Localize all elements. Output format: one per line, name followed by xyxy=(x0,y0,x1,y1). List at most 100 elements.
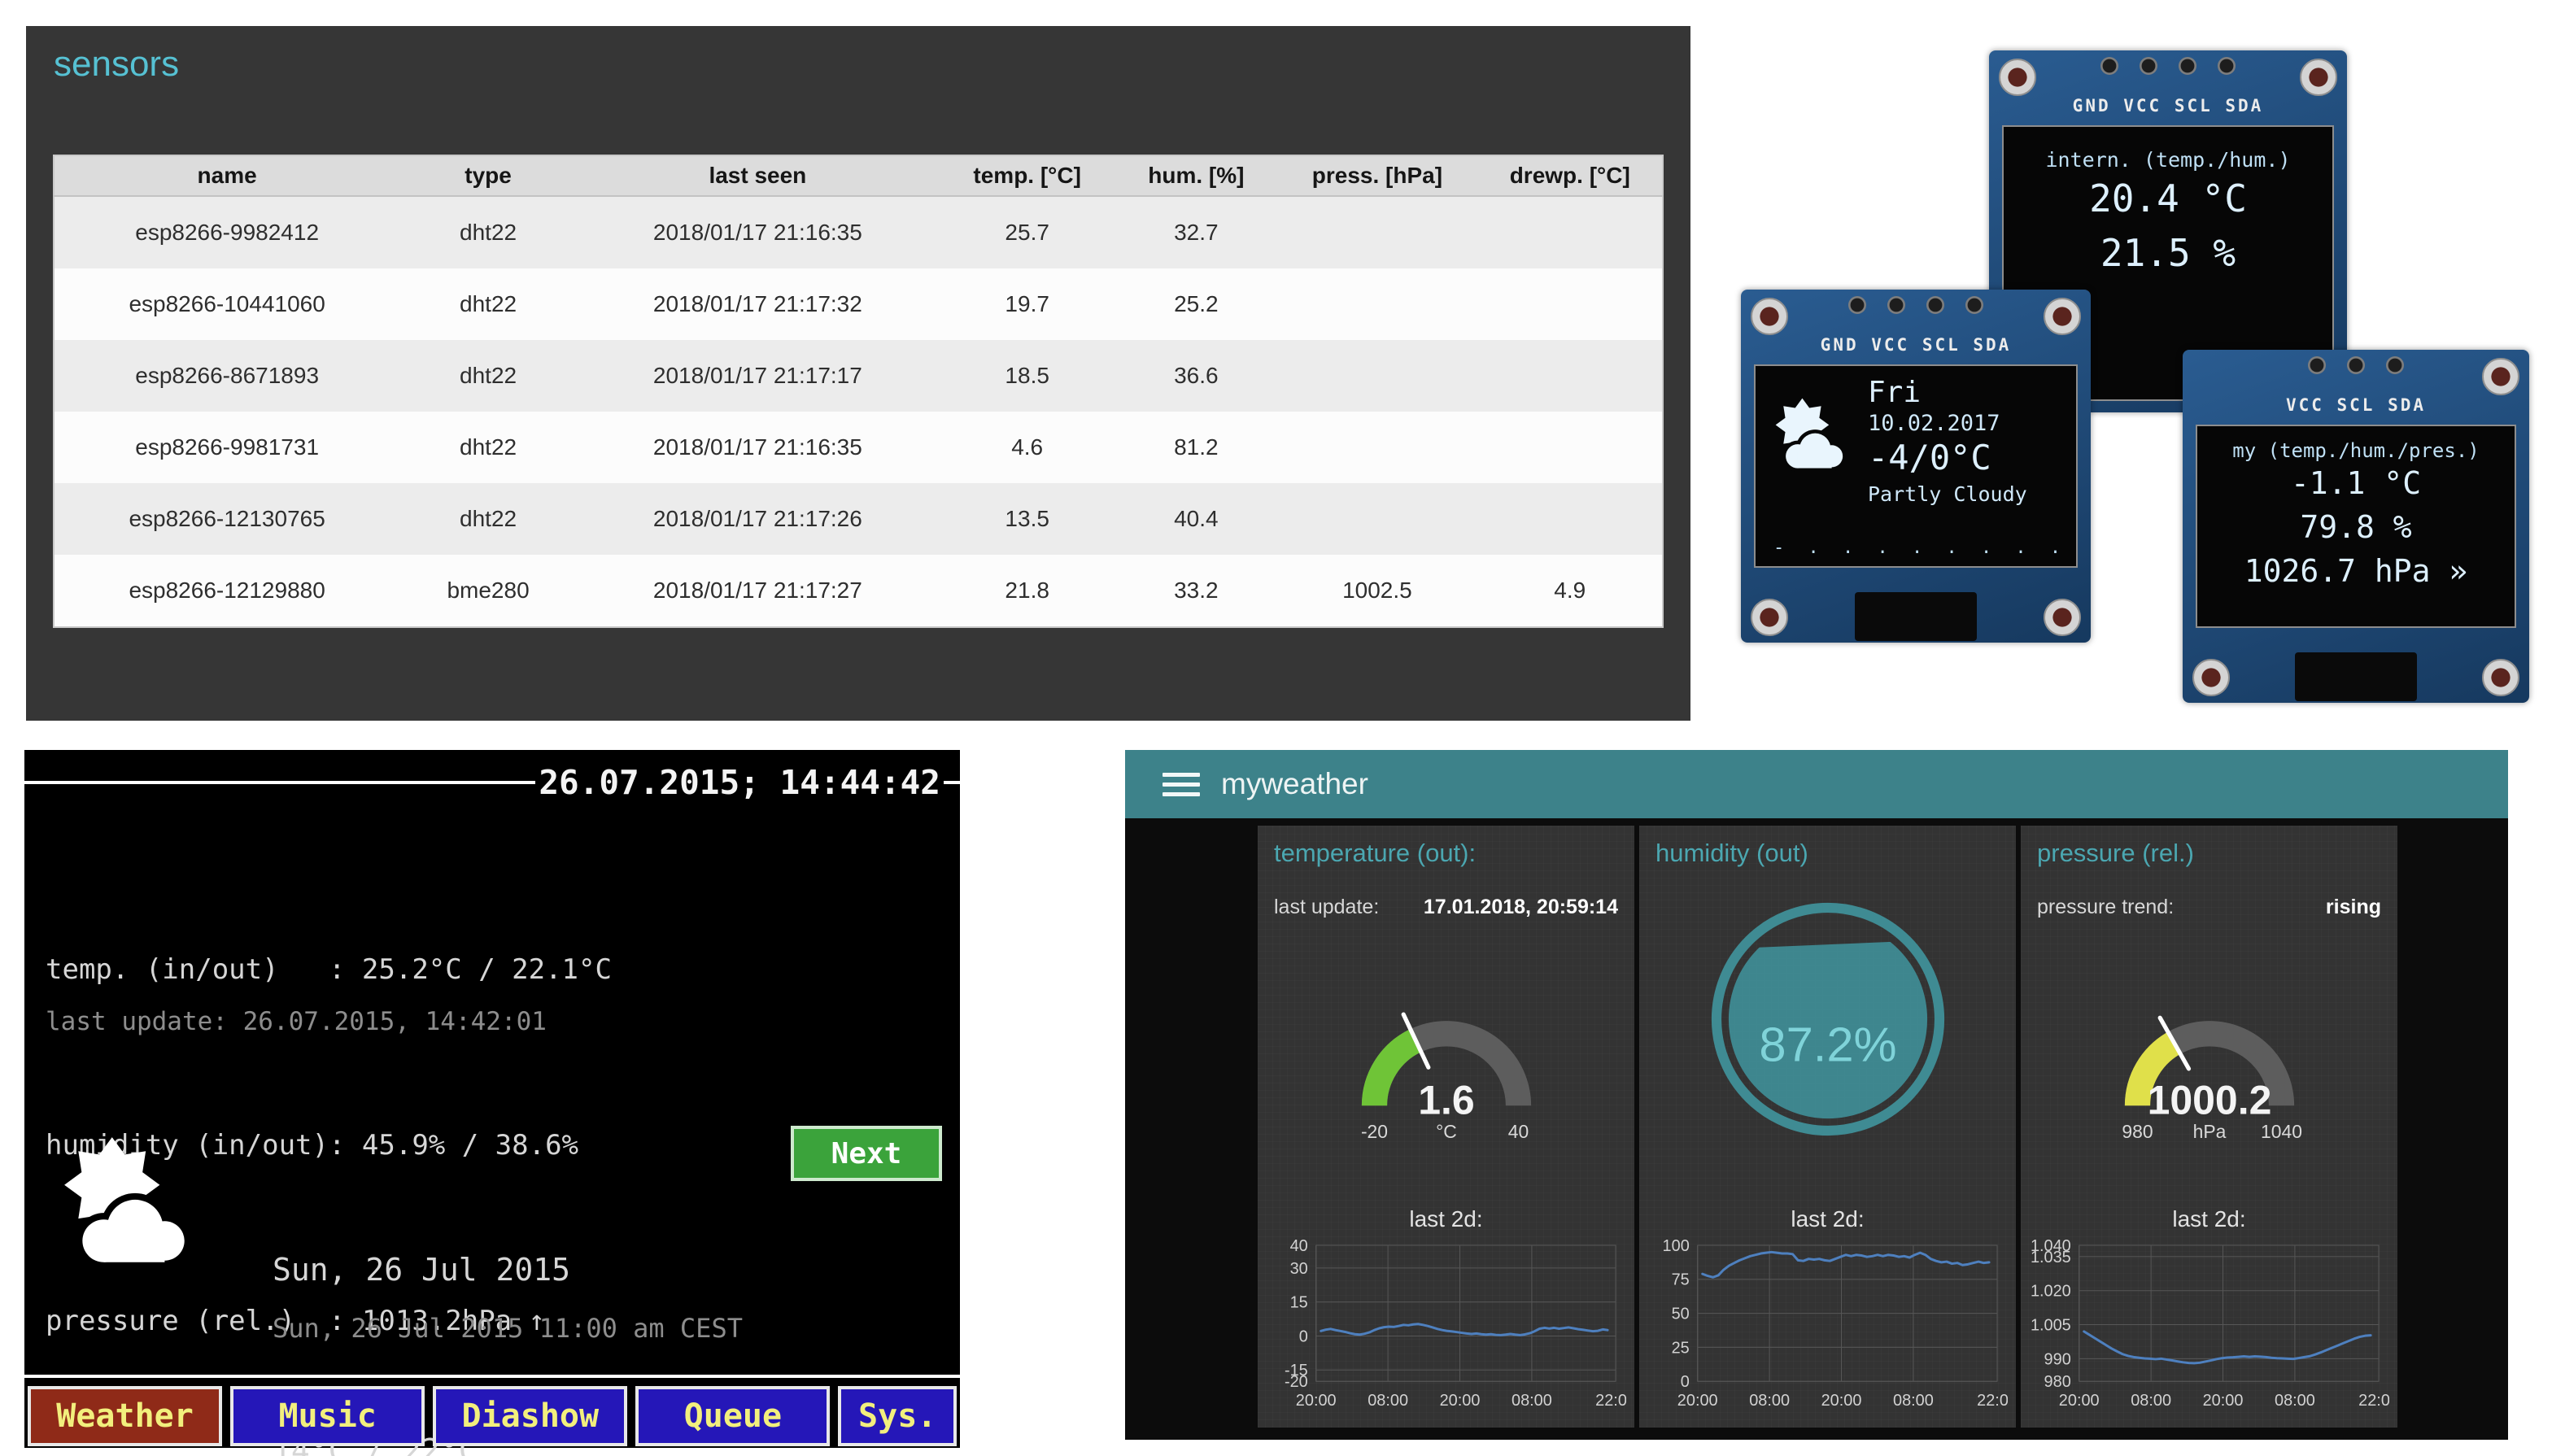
svg-text:20:00: 20:00 xyxy=(2203,1392,2244,1410)
oled-pressure-value: 1026.7 hPa » xyxy=(2244,552,2468,589)
menu-button-music[interactable]: Music xyxy=(230,1386,425,1446)
svg-text:20:00: 20:00 xyxy=(1677,1392,1718,1410)
svg-text:1.020: 1.020 xyxy=(2031,1283,2071,1301)
oled-humidity-value: 79.8 % xyxy=(2300,508,2412,545)
table-cell: dht22 xyxy=(460,506,517,531)
divider xyxy=(24,781,536,784)
svg-text:980: 980 xyxy=(2122,1121,2153,1141)
table-cell: 2018/01/17 21:16:35 xyxy=(652,220,862,245)
retro-datetime: 26.07.2015; 14:44:42 xyxy=(539,763,940,802)
svg-text:°C: °C xyxy=(1436,1121,1457,1141)
divider xyxy=(24,1375,960,1378)
table-cell: 2018/01/17 21:17:17 xyxy=(652,363,862,388)
svg-text:40: 40 xyxy=(1507,1121,1528,1141)
table-cell: esp8266-8671893 xyxy=(135,363,320,388)
oled-board-forecast: GND VCC SCL SDA Fri 10.02.2017 -4/0°C Pa… xyxy=(1741,290,2091,643)
menu-button-weather[interactable]: Weather xyxy=(28,1386,223,1446)
table-cell xyxy=(1276,268,1477,340)
svg-text:20:00: 20:00 xyxy=(2059,1392,2100,1410)
menu-button-diashow[interactable]: Diashow xyxy=(433,1386,628,1446)
last-update-label: last update: xyxy=(1274,896,1380,918)
table-cell: 13.5 xyxy=(1005,506,1049,531)
table-cell: dht22 xyxy=(460,363,517,388)
mounting-hole-icon xyxy=(2044,298,2081,335)
pin-label: VCC SCL SDA xyxy=(2285,395,2427,415)
pin-label: GND VCC SCL SDA xyxy=(2072,96,2264,116)
oled-forecast-day: Fri xyxy=(1868,376,1922,409)
temperature-panel: temperature (out): last update: 17.01.20… xyxy=(1258,826,1636,1428)
column-header: last seen xyxy=(576,155,939,197)
table-cell: 81.2 xyxy=(1174,434,1219,460)
oled-title: intern. (temp./hum.) xyxy=(2045,148,2291,172)
table-cell: esp8266-12129880 xyxy=(129,578,325,603)
table-cell: 25.7 xyxy=(1005,220,1049,245)
svg-text:08:00: 08:00 xyxy=(2275,1392,2315,1410)
oled-forecast-condition: Partly Cloudy xyxy=(1868,482,2027,506)
svg-text:50: 50 xyxy=(1672,1306,1690,1323)
svg-text:20:00: 20:00 xyxy=(1440,1392,1481,1410)
solder-pins xyxy=(1848,296,1983,314)
menu-button-queue[interactable]: Queue xyxy=(635,1386,831,1446)
svg-text:-20: -20 xyxy=(1360,1121,1387,1141)
table-row: esp8266-8671893 dht22 2018/01/17 21:17:17 1… xyxy=(54,340,1663,412)
table-cell: dht22 xyxy=(460,434,517,460)
mounting-hole-icon xyxy=(1751,298,1788,335)
table-cell xyxy=(1276,196,1477,268)
table-cell: 2018/01/17 21:16:35 xyxy=(652,434,862,460)
svg-text:25: 25 xyxy=(1672,1339,1690,1357)
solder-pins xyxy=(2100,57,2236,75)
sensors-table: name type last seen temp. [°C] hum. [%] press… xyxy=(53,155,1664,628)
solder-pins xyxy=(2308,356,2404,374)
hamburger-menu-icon[interactable] xyxy=(1163,767,1200,802)
svg-text:1.035: 1.035 xyxy=(2031,1249,2071,1266)
mounting-hole-icon xyxy=(2482,659,2519,696)
pressure-trend-label: pressure trend: xyxy=(2037,896,2175,918)
humidity-gauge: 87.2% xyxy=(1701,892,1955,1146)
retro-header: 26.07.2015; 14:44:42 xyxy=(24,763,960,802)
oled-temperature-value: -1.1 °C xyxy=(2290,465,2422,501)
dashboard-header: myweather xyxy=(1125,750,2508,818)
menu-button-sys[interactable]: Sys. xyxy=(838,1386,957,1446)
svg-text:980: 980 xyxy=(2044,1373,2071,1391)
svg-text:1.005: 1.005 xyxy=(2031,1316,2071,1334)
table-cell: 36.6 xyxy=(1174,363,1219,388)
table-cell: esp8266-12130765 xyxy=(129,506,325,531)
oled-screen: my (temp./hum./pres.) -1.1 °C 79.8 % 102… xyxy=(2196,425,2516,628)
chart-label: last 2d: xyxy=(1409,1206,1483,1231)
table-cell: 2018/01/17 21:17:27 xyxy=(652,578,862,603)
svg-text:75: 75 xyxy=(1672,1271,1690,1289)
svg-text:100: 100 xyxy=(1663,1237,1690,1255)
svg-text:22:00: 22:00 xyxy=(1977,1392,2008,1410)
svg-text:08:00: 08:00 xyxy=(1368,1392,1408,1410)
mounting-hole-icon xyxy=(2192,659,2230,696)
page-title: sensors xyxy=(54,44,180,84)
retro-menu: Weather Music Diashow Queue Sys. xyxy=(28,1386,957,1446)
table-cell: bme280 xyxy=(447,578,530,603)
mounting-hole-icon xyxy=(1751,599,1788,636)
oled-humidity-value: 21.5 % xyxy=(2100,230,2236,275)
pressure-gauge: 1000.2 980 hPa 1040 xyxy=(2081,977,2338,1142)
table-cell xyxy=(1478,483,1663,555)
svg-text:1.040: 1.040 xyxy=(2031,1237,2071,1255)
temperature-gauge: 1.6 -20 °C 40 xyxy=(1318,977,1575,1142)
mounting-hole-icon xyxy=(2044,599,2081,636)
oled-title: my (temp./hum./pres.) xyxy=(2232,439,2480,462)
svg-text:08:00: 08:00 xyxy=(2131,1392,2171,1410)
table-cell xyxy=(1478,268,1663,340)
oled-screen: Fri 10.02.2017 -4/0°C Partly Cloudy - . … xyxy=(1754,364,2078,568)
column-header: type xyxy=(399,155,577,197)
retro-readings: temp. (in/out) : 25.2°C / 22.1°C humidit… xyxy=(46,823,612,1456)
pressure-history-chart: 1.040 1.035 1.020 1.005 990 980 20:00 08:00 20:0… xyxy=(2029,1234,2399,1424)
svg-text:990: 990 xyxy=(2044,1350,2071,1368)
dashboard-title: myweather xyxy=(1221,767,1368,800)
forecast-date: Sun, 26 Jul 2015 xyxy=(273,1252,571,1288)
next-button[interactable]: Next xyxy=(791,1126,942,1181)
table-cell: 18.5 xyxy=(1005,363,1049,388)
table-cell: 4.9 xyxy=(1554,578,1586,603)
pressure-trend-value: rising xyxy=(2325,896,2381,918)
oled-forecast-temp: -4/0°C xyxy=(1868,438,1991,477)
table-cell xyxy=(1276,340,1477,412)
svg-text:20:00: 20:00 xyxy=(1296,1392,1337,1410)
